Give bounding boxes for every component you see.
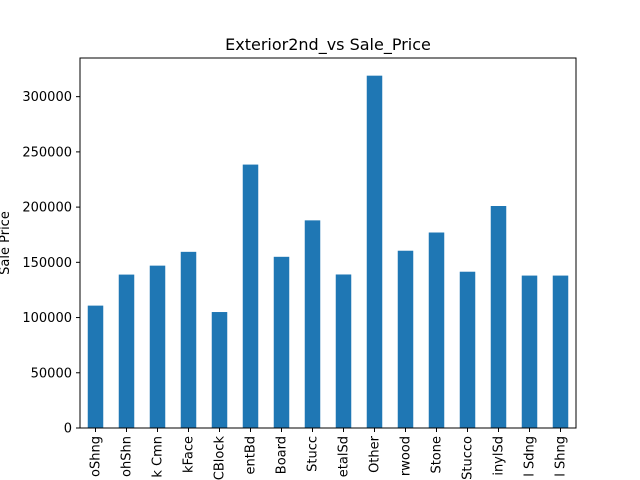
bar-cblock <box>211 312 228 428</box>
y-tick-label: 0 <box>64 422 72 437</box>
bar-brkface <box>180 251 197 428</box>
bar-other <box>366 75 383 429</box>
y-tick-label: 300000 <box>22 90 72 105</box>
bar-cmentbd <box>242 164 259 428</box>
x-tick-label: Other <box>368 435 383 473</box>
x-tick-label: Board <box>275 436 290 474</box>
bars <box>87 75 569 429</box>
y-tick-label: 50000 <box>31 366 72 381</box>
x-tick-label: l Shng <box>554 436 569 477</box>
x-tick-label: kFace <box>182 436 197 473</box>
plot-frame <box>79 57 577 429</box>
chart-title: Exterior2nd_vs Sale_Price <box>225 35 431 55</box>
bar-hdboard <box>273 256 290 428</box>
y-tick-label: 100000 <box>22 311 72 326</box>
bar-asphshn <box>118 274 135 428</box>
bar-vinylsd <box>490 206 507 428</box>
bar-stone <box>428 232 445 428</box>
y-tick-label: 250000 <box>22 145 72 160</box>
x-tick-label: etalSd <box>337 436 352 477</box>
bar-wd-shng <box>552 275 569 428</box>
x-tick-label: oShng <box>89 436 104 477</box>
x-tick-label: k Cmn <box>151 436 166 478</box>
x-tick-label: Stone <box>430 436 445 474</box>
y-tick-label: 150000 <box>22 256 72 271</box>
bar-brk-cmn <box>149 265 166 428</box>
bar-metalsd <box>335 274 352 428</box>
y-axis: 0 50000 100000 150000 200000 250000 300000 <box>22 90 80 437</box>
x-tick-label: CBlock <box>213 436 228 480</box>
x-tick-label: Stucco <box>461 436 476 480</box>
x-tick-label: Stucc <box>306 436 321 472</box>
bar-imstucc <box>304 220 321 428</box>
x-axis: oShng ohShn k Cmn kFace CBlock entBd Board Stuc… <box>89 428 569 480</box>
x-tick-label: rwood <box>399 436 414 476</box>
bar-stucco <box>459 271 476 428</box>
x-tick-label: inylSd <box>492 436 507 476</box>
bar-wd-sdng <box>521 275 538 428</box>
y-axis-label: Sale Price <box>0 211 13 275</box>
bar-asbshng <box>87 305 104 428</box>
x-tick-label: ohShn <box>120 436 135 477</box>
x-tick-label: l Sdng <box>523 436 538 477</box>
y-tick-label: 200000 <box>22 201 72 216</box>
x-tick-label: entBd <box>244 436 259 475</box>
bar-plywood <box>397 250 414 428</box>
